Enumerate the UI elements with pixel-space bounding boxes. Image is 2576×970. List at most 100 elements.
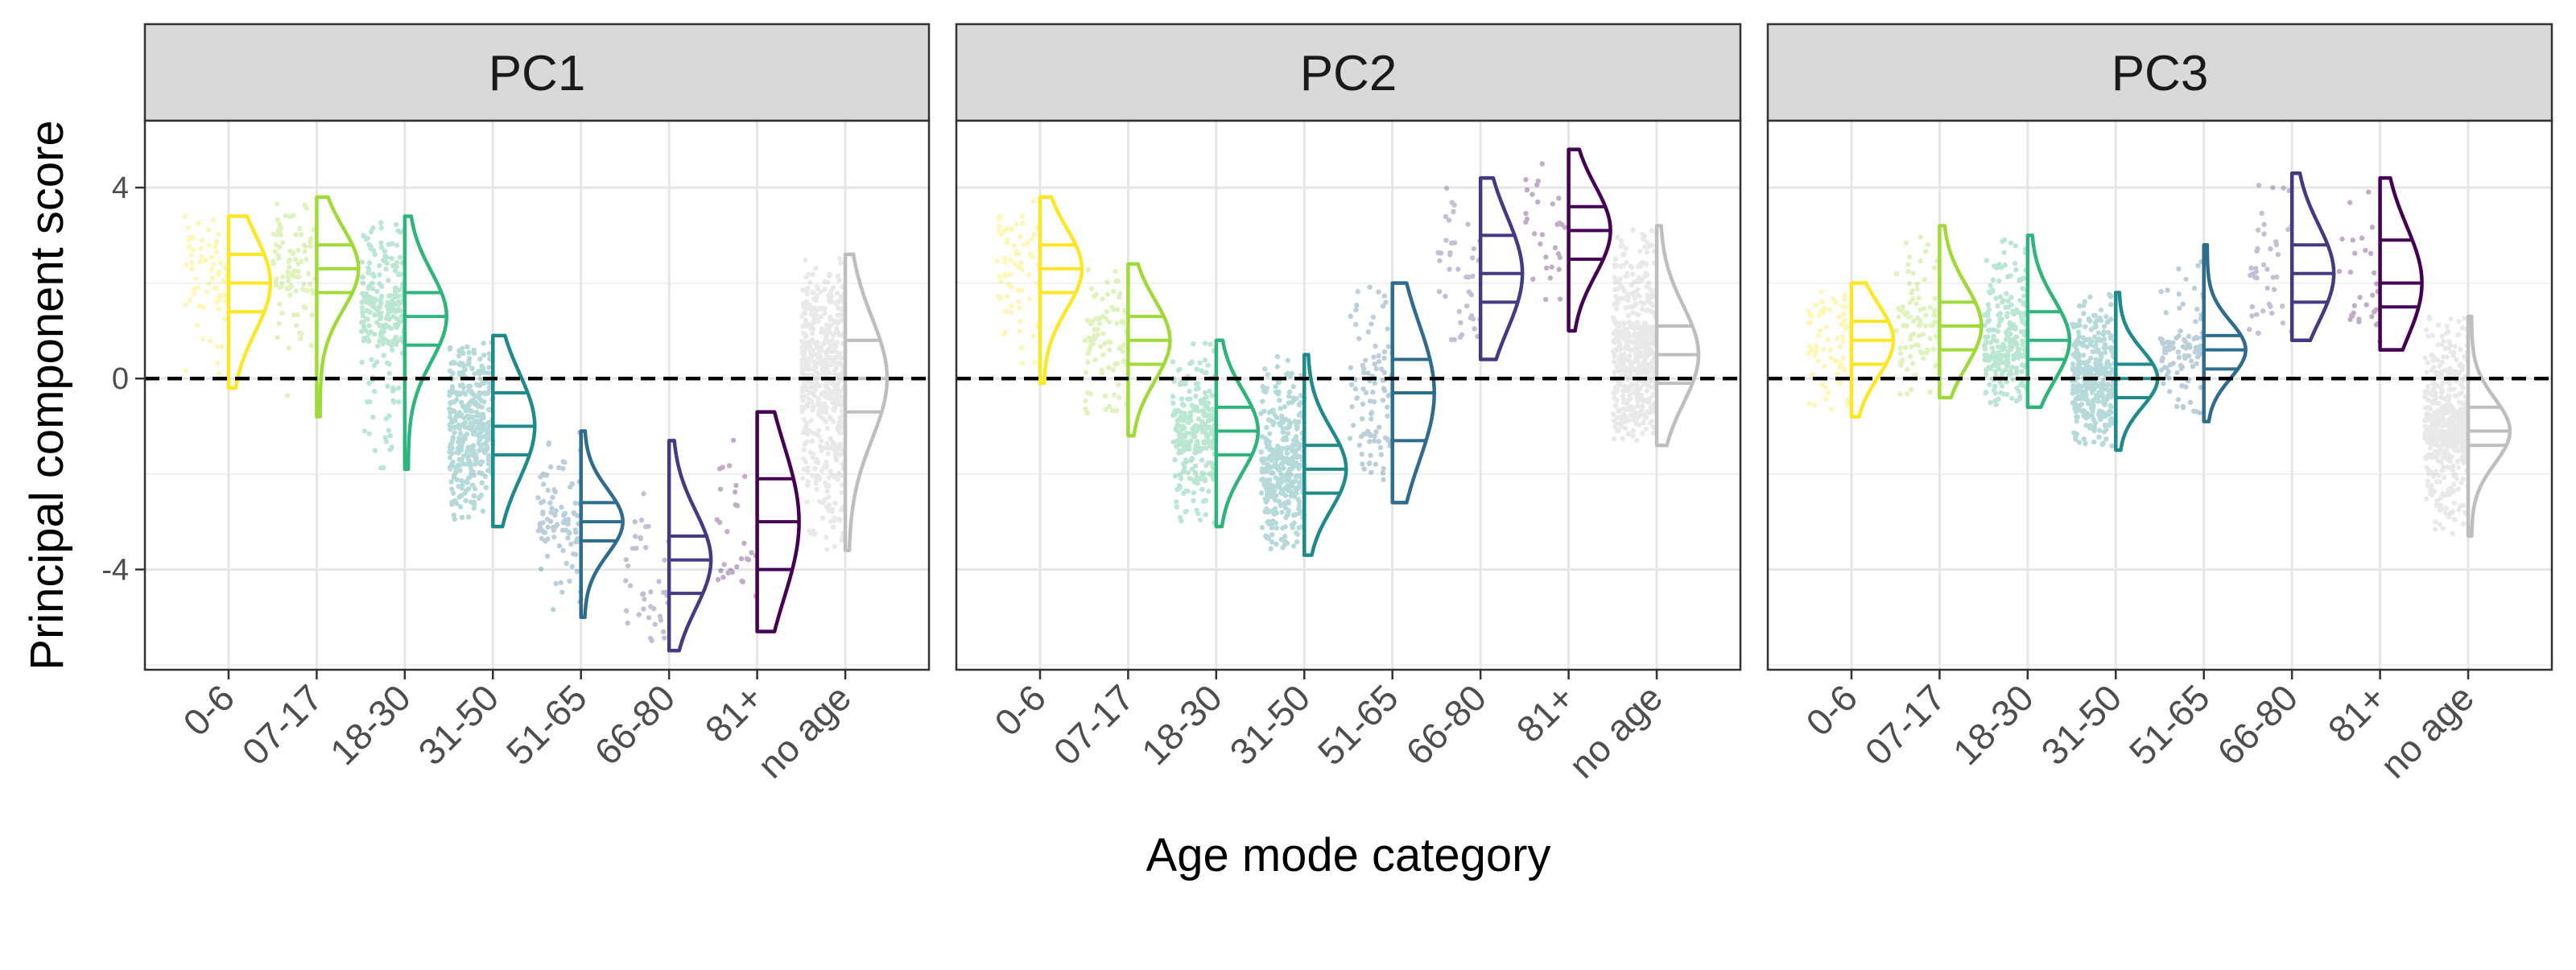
data-point bbox=[2433, 452, 2438, 458]
data-point bbox=[1910, 331, 1917, 336]
data-point bbox=[1269, 525, 1275, 530]
data-point bbox=[465, 475, 472, 481]
data-point bbox=[833, 396, 840, 402]
data-point bbox=[822, 496, 828, 502]
data-point bbox=[1195, 439, 1200, 444]
data-point bbox=[394, 341, 399, 348]
data-point bbox=[371, 362, 378, 369]
data-point bbox=[1995, 328, 2001, 334]
data-point bbox=[1842, 292, 1847, 299]
data-point bbox=[1995, 357, 2001, 364]
data-point bbox=[828, 355, 834, 361]
data-point bbox=[378, 465, 384, 471]
data-point bbox=[2424, 428, 2429, 435]
data-point bbox=[554, 522, 560, 527]
data-point bbox=[1918, 234, 1923, 240]
data-point bbox=[2008, 340, 2013, 345]
data-point bbox=[448, 361, 454, 366]
data-point bbox=[1624, 273, 1630, 279]
data-point bbox=[1636, 274, 1642, 280]
data-point bbox=[480, 365, 486, 371]
data-point bbox=[734, 563, 740, 570]
data-point bbox=[2175, 397, 2182, 402]
data-point bbox=[386, 413, 392, 419]
data-point bbox=[1916, 323, 1922, 328]
data-point bbox=[2452, 344, 2458, 349]
data-point bbox=[824, 445, 831, 452]
data-point bbox=[2260, 262, 2267, 268]
data-point bbox=[2165, 287, 2170, 293]
data-point bbox=[1621, 320, 1627, 326]
data-point bbox=[285, 274, 291, 279]
data-point bbox=[1172, 407, 1178, 414]
data-point bbox=[1627, 386, 1633, 391]
data-point bbox=[1273, 497, 1278, 503]
data-point bbox=[814, 352, 819, 357]
data-point bbox=[471, 429, 477, 435]
data-point bbox=[2448, 316, 2454, 322]
data-point bbox=[457, 347, 463, 353]
data-point bbox=[1836, 314, 1842, 320]
data-point bbox=[716, 519, 723, 526]
data-point bbox=[1996, 312, 2001, 318]
data-point bbox=[572, 527, 579, 533]
data-point bbox=[467, 407, 473, 414]
data-point bbox=[1268, 482, 1274, 488]
data-point bbox=[1294, 530, 1299, 536]
data-point bbox=[825, 347, 831, 353]
data-point bbox=[809, 349, 815, 354]
data-point bbox=[1172, 473, 1179, 479]
data-point bbox=[366, 338, 372, 345]
data-point bbox=[213, 243, 218, 250]
data-point bbox=[833, 448, 840, 454]
data-point bbox=[1201, 428, 1207, 434]
data-point bbox=[720, 575, 726, 580]
data-point bbox=[1087, 347, 1092, 353]
data-point bbox=[274, 276, 279, 282]
data-point bbox=[1270, 454, 1277, 460]
data-point bbox=[2183, 276, 2189, 283]
data-point bbox=[1280, 487, 1286, 493]
data-point bbox=[377, 281, 382, 287]
data-point bbox=[1264, 386, 1270, 391]
data-point bbox=[2097, 427, 2103, 433]
data-point bbox=[630, 546, 636, 551]
data-point bbox=[823, 407, 828, 414]
data-point bbox=[1267, 447, 1273, 452]
plot-background bbox=[145, 121, 929, 670]
data-point bbox=[1003, 273, 1009, 279]
data-point bbox=[392, 308, 398, 313]
data-point bbox=[799, 357, 805, 362]
data-point bbox=[1622, 386, 1628, 391]
data-point bbox=[1285, 457, 1290, 464]
data-point bbox=[1100, 296, 1105, 302]
data-point bbox=[1639, 353, 1645, 359]
data-point bbox=[567, 484, 573, 490]
data-point bbox=[286, 258, 292, 265]
data-point bbox=[1365, 370, 1371, 376]
data-point bbox=[2460, 502, 2467, 509]
data-point bbox=[830, 440, 836, 445]
data-point bbox=[632, 519, 638, 525]
data-point bbox=[540, 520, 546, 526]
data-point bbox=[1614, 397, 1620, 403]
data-point bbox=[1099, 370, 1105, 376]
data-point bbox=[1616, 357, 1622, 362]
data-point bbox=[294, 323, 299, 328]
data-point bbox=[1643, 331, 1649, 336]
data-point bbox=[2077, 318, 2083, 324]
data-point bbox=[835, 477, 840, 482]
data-point bbox=[386, 310, 391, 316]
data-point bbox=[1627, 373, 1633, 379]
data-point bbox=[1988, 399, 1993, 406]
data-point bbox=[477, 470, 482, 476]
data-point bbox=[662, 557, 667, 563]
data-point bbox=[361, 428, 368, 434]
data-point bbox=[475, 412, 481, 418]
data-point bbox=[472, 401, 478, 407]
data-point bbox=[292, 257, 299, 262]
data-point bbox=[809, 337, 815, 343]
data-point bbox=[1448, 336, 1455, 343]
data-point bbox=[452, 469, 459, 475]
data-point bbox=[1639, 342, 1645, 348]
